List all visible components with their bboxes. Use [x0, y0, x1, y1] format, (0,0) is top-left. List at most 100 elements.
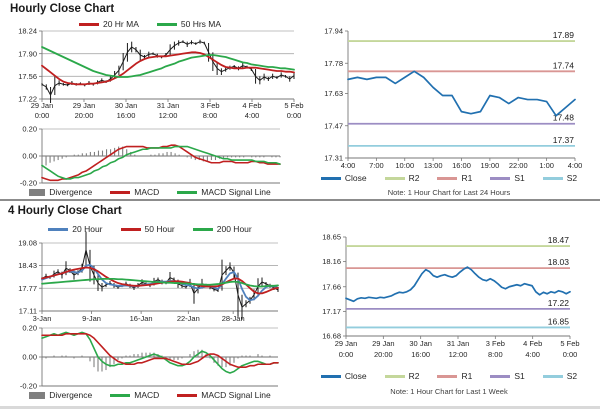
legend-label: 20 Hr MA: [102, 19, 139, 29]
legend-item-s2: S2: [542, 173, 578, 183]
legend-label: Divergence: [49, 390, 93, 400]
legend-swatch: [490, 374, 511, 378]
svg-text:19:00: 19:00: [480, 161, 499, 170]
svg-text:18.16: 18.16: [322, 257, 341, 266]
svg-text:22:00: 22:00: [509, 161, 528, 170]
legend-label: S2: [566, 173, 578, 183]
legend-swatch: [110, 393, 131, 397]
svg-text:0.20: 0.20: [22, 324, 37, 333]
svg-text:16.85: 16.85: [548, 316, 570, 326]
last-1-week-close-chart: 18.65 18.16 17.66 17.17 16.68 18.47 18.03 17.22…: [322, 233, 579, 359]
svg-text:-0.20: -0.20: [20, 382, 37, 391]
legend-swatch: [78, 22, 99, 26]
svg-text:7:00: 7:00: [369, 161, 384, 170]
legend-swatch: [29, 391, 46, 399]
svg-text:31 Jan: 31 Jan: [157, 101, 180, 110]
hourly-ma-legend: 20 Hr MA 50 Hrs MA: [0, 19, 300, 29]
last-1-week-legend: Close R2 R1 S1 S2: [300, 371, 598, 381]
svg-text:17.22: 17.22: [18, 95, 37, 104]
svg-text:19.08: 19.08: [18, 239, 37, 248]
last-1-week-note: Note: 1 Hour Chart for Last 1 Week: [390, 387, 508, 396]
svg-text:12:00: 12:00: [159, 111, 178, 120]
horizontal-divider: [0, 199, 600, 201]
four-hourly-macd-legend: Divergence MACD MACD Signal Line: [0, 390, 300, 400]
hourly-macd-chart: 0.20 0.00 -0.20: [20, 125, 281, 188]
svg-text:18.43: 18.43: [18, 261, 37, 270]
legend-item-divergence: Divergence: [29, 187, 92, 197]
legend-swatch: [384, 374, 405, 378]
legend-item-r1: R1: [437, 371, 472, 381]
svg-text:29 Jan: 29 Jan: [335, 339, 358, 348]
svg-text:17.37: 17.37: [553, 135, 575, 145]
last-24-hours-note: Note: 1 Hour Chart for Last 24 Hours: [387, 188, 511, 197]
svg-text:17.48: 17.48: [553, 113, 575, 123]
legend-item-50-hrs-ma: 50 Hrs MA: [156, 19, 222, 29]
svg-text:12:00: 12:00: [449, 350, 468, 359]
svg-text:30 Jan: 30 Jan: [115, 101, 138, 110]
legend-label: R2: [408, 371, 420, 381]
legend-item-macd: MACD: [110, 390, 159, 400]
svg-text:16:00: 16:00: [117, 111, 136, 120]
svg-text:0:00: 0:00: [339, 350, 354, 359]
svg-text:8:00: 8:00: [488, 350, 503, 359]
legend-item-s1: S1: [490, 371, 525, 381]
svg-text:4:00: 4:00: [341, 161, 356, 170]
svg-text:18.65: 18.65: [322, 233, 341, 242]
legend-item-macd-signal-line: MACD Signal Line: [177, 187, 271, 197]
svg-text:17.17: 17.17: [322, 307, 341, 316]
legend-swatch: [384, 176, 405, 180]
svg-text:17.74: 17.74: [553, 60, 575, 70]
svg-text:29 Jan: 29 Jan: [372, 339, 395, 348]
legend-swatch: [48, 227, 69, 231]
svg-text:28-Jan: 28-Jan: [222, 314, 245, 323]
svg-text:17.78: 17.78: [324, 59, 343, 68]
svg-text:17.11: 17.11: [19, 307, 37, 316]
four-hourly-macd-chart: 0.20 0.00 -0.20: [20, 324, 279, 391]
svg-text:0.00: 0.00: [22, 152, 37, 161]
legend-item-20-hr-ma: 20 Hr MA: [78, 19, 139, 29]
svg-text:22-Jan: 22-Jan: [177, 314, 200, 323]
svg-text:0:00: 0:00: [563, 350, 578, 359]
svg-text:4:00: 4:00: [525, 350, 540, 359]
legend-item-close: Close: [320, 173, 367, 183]
legend-swatch: [490, 176, 511, 180]
legend-swatch: [29, 188, 46, 196]
svg-text:16:00: 16:00: [411, 350, 430, 359]
legend-label: 200 Hour: [216, 224, 252, 234]
legend-label: MACD Signal Line: [201, 187, 271, 197]
svg-text:4 Feb: 4 Feb: [242, 101, 261, 110]
legend-item-divergence: Divergence: [29, 390, 92, 400]
svg-text:5 Feb: 5 Feb: [284, 101, 303, 110]
legend-label: R1: [461, 371, 473, 381]
svg-text:3-Jan: 3-Jan: [33, 314, 52, 323]
svg-text:16-Jan: 16-Jan: [130, 314, 153, 323]
svg-text:17.47: 17.47: [324, 121, 343, 130]
legend-swatch: [320, 374, 341, 378]
legend-swatch: [177, 393, 198, 397]
svg-text:10:00: 10:00: [395, 161, 414, 170]
legend-swatch: [177, 190, 198, 194]
svg-text:3 Feb: 3 Feb: [200, 101, 219, 110]
legend-swatch: [320, 176, 341, 180]
svg-text:3 Feb: 3 Feb: [486, 339, 505, 348]
legend-item-r2: R2: [384, 173, 419, 183]
four-hourly-price-chart: 19.08 18.43 17.77 17.113-Jan 9-Jan 16-Jan 22-J…: [18, 231, 279, 323]
legend-item-macd: MACD: [110, 187, 159, 197]
svg-text:18.47: 18.47: [548, 235, 570, 245]
svg-text:16:00: 16:00: [452, 161, 471, 170]
legend-swatch: [110, 190, 131, 194]
legend-item-20-hour: 20 Hour: [48, 224, 103, 234]
svg-text:1:00: 1:00: [539, 161, 554, 170]
svg-text:17.77: 17.77: [18, 284, 37, 293]
svg-text:18.24: 18.24: [18, 27, 37, 36]
svg-text:17.56: 17.56: [18, 72, 37, 81]
legend-label: MACD Signal Line: [201, 390, 271, 400]
legend-label: MACD: [134, 390, 160, 400]
svg-text:13:00: 13:00: [424, 161, 443, 170]
legend-swatch: [192, 227, 213, 231]
legend-label: S1: [514, 173, 525, 183]
svg-text:29 Jan: 29 Jan: [73, 101, 96, 110]
legend-item-macd-signal-line: MACD Signal Line: [177, 390, 271, 400]
svg-text:0.00: 0.00: [22, 353, 37, 362]
legend-label: 50 Hrs MA: [180, 19, 222, 29]
